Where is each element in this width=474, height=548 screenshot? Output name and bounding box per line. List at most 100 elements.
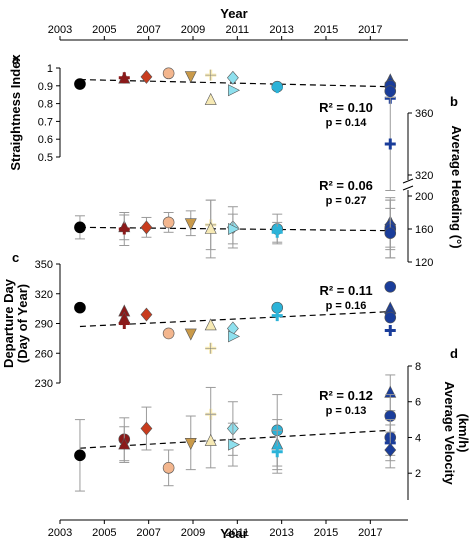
y-axis-title: Average Heading (°) [449, 125, 464, 248]
data-point-triangle-right [228, 223, 241, 235]
data-point-triangle-down [184, 438, 197, 450]
y-tick-label: 200 [415, 191, 433, 203]
y-tick-label: 2 [415, 468, 421, 480]
data-point-triangle-right [228, 438, 241, 451]
data-point-plus-outline [205, 69, 217, 81]
bottom-x-tick-label: 2015 [314, 527, 338, 539]
data-point-plus [118, 318, 130, 329]
data-point-circle [162, 462, 175, 474]
r-squared-label: R² = 0.12 [319, 388, 373, 403]
data-point-circle [384, 311, 397, 324]
data-point-plus [384, 138, 396, 150]
data-point-circle [74, 449, 86, 462]
data-point-circle [384, 281, 397, 293]
axes-layer [56, 36, 414, 524]
y-axis-title: (Day of Year) [15, 284, 30, 363]
y-tick-label: 0.7 [38, 116, 53, 128]
bottom-x-tick-label: 2009 [181, 527, 205, 539]
r-squared-label: R² = 0.06 [319, 178, 373, 193]
y-tick-label: 290 [35, 319, 53, 331]
top-x-tick-label: 2005 [92, 24, 116, 36]
bottom-x-tick-label: 2017 [358, 527, 382, 539]
data-point-circle [162, 67, 175, 80]
y-tick-label: 0.9 [38, 81, 53, 93]
y-tick-label: 160 [415, 224, 433, 236]
data-point-triangle [204, 318, 217, 331]
panel-letter: d [450, 346, 458, 361]
data-point-diamond [140, 421, 153, 436]
y-tick-label: 320 [415, 170, 433, 182]
data-point-triangle [204, 433, 217, 446]
trend-line [79, 311, 391, 328]
data-point-triangle [204, 92, 217, 105]
data-point-diamond [226, 70, 239, 85]
panel-letter: c [12, 250, 19, 265]
top-x-tick-label: 2003 [48, 24, 72, 36]
bottom-x-tick-label: 2013 [269, 527, 293, 539]
data-point-plus [271, 310, 283, 322]
panel-letter: b [450, 94, 458, 109]
trend-line [79, 78, 391, 88]
y-tick-label: 350 [35, 259, 53, 271]
data-point-plus [271, 446, 283, 458]
y-tick-label: 0.6 [38, 134, 53, 146]
data-point-circle [74, 301, 86, 314]
p-value-label: p = 0.13 [326, 405, 367, 417]
y-tick-label: 6 [415, 397, 421, 409]
data-point-diamond [384, 443, 397, 457]
data-point-triangle-down [184, 328, 197, 341]
p-value-label: p = 0.16 [326, 300, 367, 312]
y-tick-label: 260 [35, 348, 53, 360]
y-tick-label: 230 [35, 378, 53, 390]
data-point-triangle [204, 221, 217, 234]
data-point-plus [118, 72, 130, 84]
y-tick-label: 320 [35, 289, 53, 301]
data-point-triangle-right [228, 330, 241, 343]
trend-line [79, 429, 391, 449]
y-tick-label: 4 [415, 432, 421, 444]
data-point-triangle-right [228, 84, 241, 97]
data-point-circle [74, 78, 86, 90]
data-point-triangle-down [184, 218, 197, 231]
r-squared-label: R² = 0.11 [319, 283, 372, 298]
axis-break-mark [402, 178, 414, 184]
bottom-x-tick-label: 2011 [225, 527, 249, 539]
y-tick-label: 120 [415, 257, 433, 269]
y-axis-title: (km/h) [456, 414, 471, 453]
data-point-diamond [140, 307, 153, 322]
y-tick-label: 1 [47, 63, 53, 75]
y-tick-label: 0.8 [38, 99, 53, 111]
data-point-diamond [140, 69, 153, 84]
top-x-tick-label: 2013 [269, 24, 293, 36]
marks-layer [74, 67, 397, 492]
panel-letter: a [12, 52, 20, 67]
data-point-circle [162, 216, 175, 229]
data-point-triangle-down [184, 71, 197, 84]
top-x-axis-title: Year [220, 6, 247, 21]
y-axis-title: Straightness Index [8, 54, 23, 171]
p-value-label: p = 0.14 [326, 117, 368, 129]
bottom-x-tick-label: 2007 [136, 527, 160, 539]
top-x-tick-label: 2017 [358, 24, 382, 36]
top-x-tick-label: 2009 [181, 24, 205, 36]
data-point-plus-outline [205, 342, 217, 354]
p-value-label: p = 0.27 [326, 195, 367, 207]
top-x-tick-label: 2011 [225, 24, 249, 36]
data-point-circle [162, 327, 175, 340]
top-x-tick-label: 2007 [136, 24, 160, 36]
bottom-x-tick-label: 2003 [48, 527, 72, 539]
y-tick-label: 8 [415, 361, 421, 373]
bottom-x-tick-label: 2005 [92, 527, 116, 539]
data-point-circle [74, 221, 86, 234]
top-x-tick-label: 2015 [314, 24, 338, 36]
data-point-plus [118, 223, 130, 235]
bottom-x-axis-title: Year [220, 526, 247, 541]
data-point-plus [271, 82, 283, 94]
axis-break-mark [402, 185, 414, 191]
data-point-plus [384, 324, 396, 336]
data-point-triangle [118, 437, 131, 450]
data-point-diamond [140, 220, 153, 235]
y-tick-label: 0.5 [38, 152, 53, 164]
data-point-plus [271, 226, 283, 238]
